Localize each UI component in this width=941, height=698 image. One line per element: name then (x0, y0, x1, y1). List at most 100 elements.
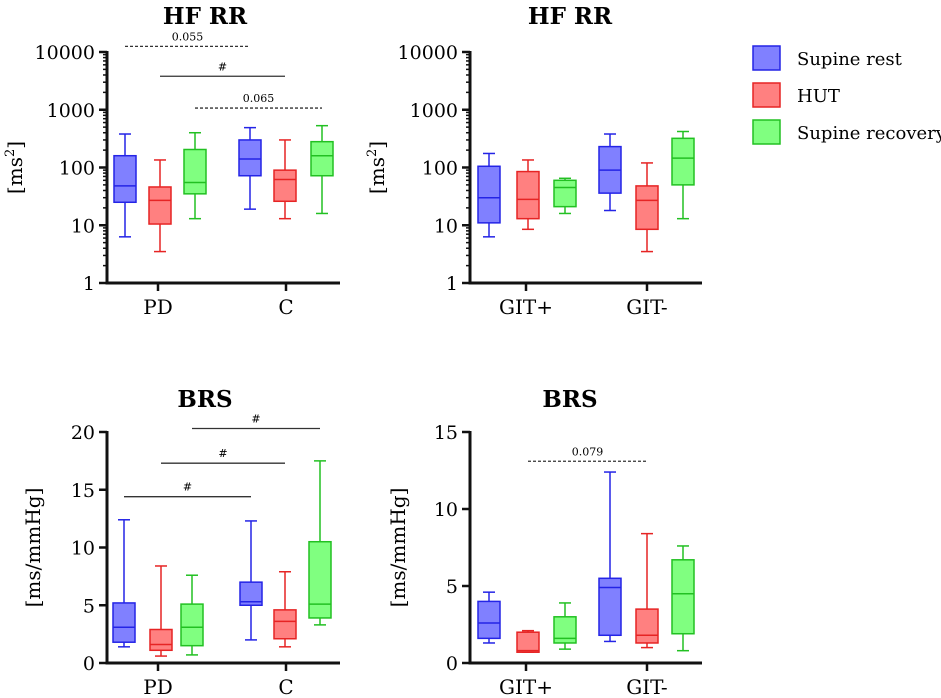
y-tick-label: 10000 (398, 42, 458, 64)
y-tick-label: 5 (446, 576, 458, 598)
y-tick-label: 1 (446, 273, 458, 295)
box-hut-C (273, 139, 297, 220)
box-iqr (113, 154, 137, 204)
chart-panel-1: HF RR [ms2] 1 10 100 1000 10000 PD C 0.055 #0.065 (3, 3, 340, 319)
box-supine-recovery-PD (180, 574, 204, 656)
y-tick-label: 15 (71, 480, 95, 502)
x-tick-label: GIT+ (499, 675, 553, 698)
x-tick-label: C (278, 675, 293, 698)
legend-swatch (752, 82, 781, 108)
box-supine-recovery-PD (183, 131, 207, 220)
legend-label: Supine recovery (797, 123, 941, 144)
legend: Supine rest HUT Supine recovery (752, 45, 941, 145)
y-axis-label-superscript: 2 (3, 149, 18, 157)
chart-title: BRS (177, 386, 232, 413)
chart-title: HF RR (528, 3, 613, 30)
y-tick-label: 100 (422, 158, 458, 180)
y-tick-label: 5 (83, 595, 95, 617)
chart-panel-4: BRS [ms/mmHg] 0 5 10 15 GIT+ GIT- 0.079 (386, 386, 702, 698)
box-hut-PD (149, 565, 173, 657)
box-iqr (239, 581, 263, 607)
box-iqr (671, 559, 695, 635)
chart-panel-2: HF RR [ms2] 1 10 100 1000 10000 GIT+ GIT- (365, 3, 702, 319)
chart-title: BRS (542, 386, 597, 413)
box-supine-rest-PD (112, 519, 136, 648)
significance-label: 0.079 (572, 445, 604, 458)
y-axis-label-end: ] (3, 141, 27, 149)
box-hut-GIT- (635, 532, 659, 649)
significance-label: # (183, 481, 192, 494)
y-tick-label: 0 (83, 653, 95, 675)
significance-label: # (218, 447, 227, 460)
box-hut-PD (148, 159, 172, 253)
box-iqr (635, 185, 659, 231)
box-iqr (148, 186, 172, 225)
box-iqr (635, 608, 659, 644)
y-tick-label: 10 (434, 215, 458, 237)
box-supine-rest-GIT- (598, 471, 622, 643)
box-supine-recovery-C (310, 124, 334, 215)
box-iqr (180, 603, 204, 647)
y-axis-label: [ms2] (3, 141, 27, 194)
box-hut-GIT+ (516, 629, 540, 653)
box-supine-recovery-GIT- (671, 130, 695, 220)
y-axis-label: [ms2] (365, 141, 389, 194)
y-axis-label: [ms/mmHg] (21, 488, 45, 608)
box-iqr (477, 165, 501, 224)
y-tick-label: 10 (71, 538, 95, 560)
box-supine-rest-GIT+ (477, 152, 501, 238)
box-hut-C (273, 571, 297, 648)
box-iqr (183, 148, 207, 195)
box-iqr (553, 616, 577, 644)
x-tick-label: GIT- (626, 675, 667, 698)
box-supine-rest-C (239, 520, 263, 641)
x-tick-label: PD (143, 295, 173, 319)
box-iqr (310, 140, 334, 177)
x-tick-label: C (278, 295, 293, 319)
box-iqr (273, 169, 297, 203)
box-iqr (308, 540, 332, 619)
x-tick-label: GIT- (626, 295, 667, 319)
y-axis-label-text: [ms (365, 157, 389, 194)
chart-title: HF RR (163, 3, 248, 30)
significance-label: 0.055 (172, 30, 204, 43)
box-supine-rest-C (238, 126, 262, 210)
box-supine-recovery-GIT+ (553, 602, 577, 650)
y-axis-label-text: [ms (3, 157, 27, 194)
box-iqr (238, 139, 262, 177)
box-iqr (477, 600, 501, 640)
box-iqr (149, 628, 173, 652)
y-axis-label-superscript: 2 (365, 149, 380, 157)
box-iqr (553, 179, 577, 208)
y-tick-label: 1000 (47, 100, 95, 122)
y-tick-label: 100 (59, 158, 95, 180)
box-iqr (112, 602, 136, 643)
y-axis-label-text: [ms/mmHg] (21, 488, 45, 608)
y-axis-label-text: [ms/mmHg] (386, 488, 410, 608)
y-tick-label: 10000 (35, 42, 95, 64)
box-iqr (273, 609, 297, 640)
significance-label: 0.065 (243, 92, 275, 105)
box-supine-rest-PD (113, 133, 137, 238)
x-tick-label: GIT+ (499, 295, 553, 319)
legend-swatch (752, 119, 781, 145)
box-iqr (516, 631, 540, 653)
legend-label: HUT (797, 86, 840, 107)
box-supine-recovery-C (308, 460, 332, 626)
y-tick-label: 0 (446, 653, 458, 675)
y-axis-label-end: ] (365, 141, 389, 149)
y-axis-label: [ms/mmHg] (386, 488, 410, 608)
box-supine-rest-GIT+ (477, 591, 501, 644)
y-tick-label: 10 (71, 215, 95, 237)
legend-swatch (752, 45, 781, 71)
significance-label: # (251, 413, 260, 426)
box-iqr (671, 137, 695, 186)
x-tick-label: PD (143, 675, 173, 698)
box-supine-rest-GIT- (598, 133, 622, 212)
box-supine-recovery-GIT- (671, 545, 695, 652)
box-supine-recovery-GIT+ (553, 177, 577, 215)
box-hut-GIT+ (516, 159, 540, 231)
y-tick-label: 20 (71, 422, 95, 444)
y-tick-label: 10 (434, 499, 458, 521)
